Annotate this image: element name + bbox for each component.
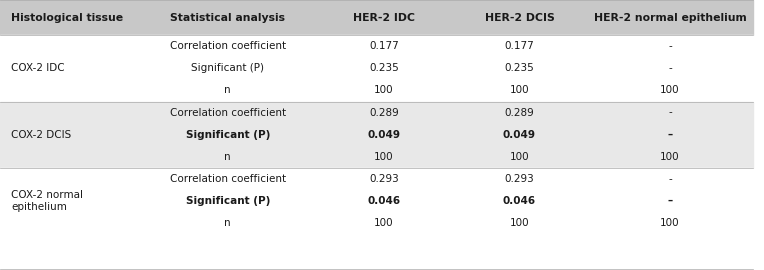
Text: 0.046: 0.046 (367, 196, 400, 206)
Text: Significant (P): Significant (P) (186, 130, 270, 140)
Bar (0, 0, 753, 35)
Text: 100: 100 (374, 152, 393, 162)
Text: 0.049: 0.049 (503, 130, 536, 140)
Text: 100: 100 (510, 218, 529, 228)
Text: 0.289: 0.289 (504, 107, 534, 118)
Text: 100: 100 (660, 218, 680, 228)
Text: –: – (668, 130, 672, 140)
Text: 0.177: 0.177 (504, 41, 534, 51)
Bar (0, 168, 753, 234)
Text: Correlation coefficient: Correlation coefficient (170, 174, 286, 184)
Bar (0, 102, 753, 168)
Text: HER-2 DCIS: HER-2 DCIS (484, 12, 554, 23)
Text: COX-2 DCIS: COX-2 DCIS (11, 130, 72, 140)
Text: -: - (668, 107, 672, 118)
Text: 0.235: 0.235 (369, 63, 399, 73)
Text: Correlation coefficient: Correlation coefficient (170, 41, 286, 51)
Text: 100: 100 (660, 152, 680, 162)
Text: -: - (668, 174, 672, 184)
Text: COX-2 IDC: COX-2 IDC (11, 63, 65, 73)
Text: n: n (225, 218, 231, 228)
Text: 0.177: 0.177 (369, 41, 399, 51)
Text: Statistical analysis: Statistical analysis (170, 12, 285, 23)
Text: -: - (668, 41, 672, 51)
Text: 100: 100 (374, 85, 393, 96)
Text: 100: 100 (510, 152, 529, 162)
Text: n: n (225, 85, 231, 96)
Text: 100: 100 (660, 85, 680, 96)
Text: HER-2 IDC: HER-2 IDC (353, 12, 415, 23)
Text: -: - (668, 63, 672, 73)
Text: Histological tissue: Histological tissue (11, 12, 124, 23)
Text: 0.235: 0.235 (504, 63, 534, 73)
Text: –: – (668, 196, 672, 206)
Text: 0.289: 0.289 (369, 107, 399, 118)
Text: COX-2 normal
epithelium: COX-2 normal epithelium (11, 190, 83, 212)
Text: 0.293: 0.293 (504, 174, 534, 184)
Text: n: n (225, 152, 231, 162)
Text: Significant (P): Significant (P) (191, 63, 264, 73)
Text: Correlation coefficient: Correlation coefficient (170, 107, 286, 118)
Text: 0.293: 0.293 (369, 174, 399, 184)
Text: 0.049: 0.049 (367, 130, 400, 140)
Text: Significant (P): Significant (P) (186, 196, 270, 206)
Text: 100: 100 (374, 218, 393, 228)
Text: 100: 100 (510, 85, 529, 96)
Text: 0.046: 0.046 (503, 196, 536, 206)
Bar (0, 35, 753, 102)
Text: HER-2 normal epithelium: HER-2 normal epithelium (594, 12, 746, 23)
